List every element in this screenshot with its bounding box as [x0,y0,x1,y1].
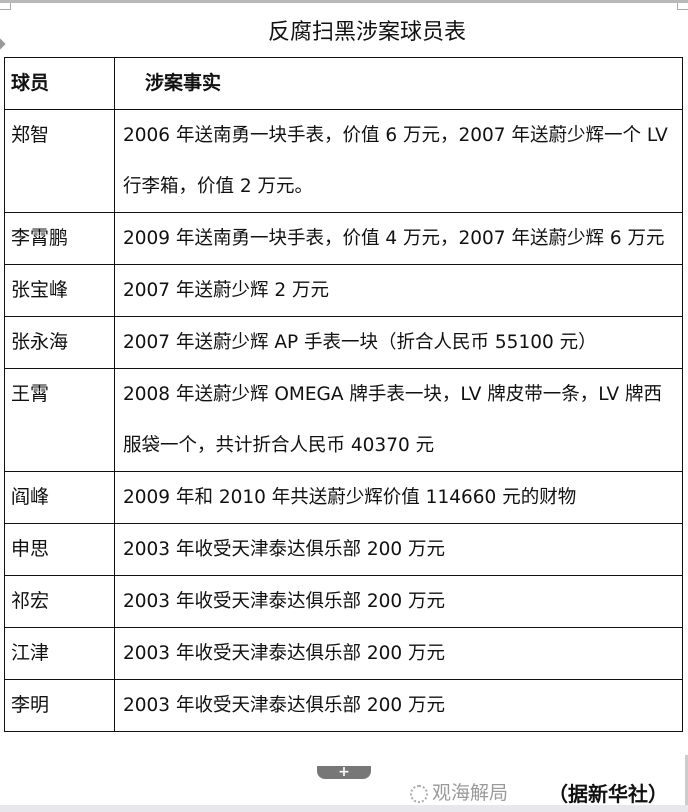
case-fact: 2003 年收受天津泰达俱乐部 200 万元 [114,575,683,628]
table-header-row: 球员 涉案事实 [4,57,683,110]
player-name: 王霄 [4,368,115,472]
table-row: 江津 2003 年收受天津泰达俱乐部 200 万元 [4,627,683,680]
table-row: 张永海 2007 年送蔚少辉 AP 手表一块（折合人民币 55100 元） [4,316,683,369]
player-name: 阎峰 [4,471,115,524]
case-fact: 2003 年收受天津泰达俱乐部 200 万元 [114,679,683,732]
table-row: 李霄鹏 2009 年送南勇一块手表，价值 4 万元，2007 年送蔚少辉 6 万元 [4,212,683,265]
table-row: 张宝峰 2007 年送蔚少辉 2 万元 [4,264,683,317]
players-table: 球员 涉案事实 郑智 2006 年送南勇一块手表，价值 6 万元，2007 年送蔚… [4,57,683,732]
case-fact: 2009 年送南勇一块手表，价值 4 万元，2007 年送蔚少辉 6 万元 [114,212,683,265]
player-name: 郑智 [4,109,115,213]
table-row: 申思 2003 年收受天津泰达俱乐部 200 万元 [4,523,683,576]
case-fact: 2008 年送蔚少辉 OMEGA 牌手表一块，LV 牌皮带一条，LV 牌西服袋一… [114,368,683,472]
player-name: 江津 [4,627,115,680]
table-row: 祁宏 2003 年收受天津泰达俱乐部 200 万元 [4,575,683,628]
source-credit: （据新华社） [548,782,668,806]
player-name: 李霄鹏 [4,212,115,265]
player-name: 申思 [4,523,115,576]
wechat-icon [410,784,428,803]
watermark-text: 观海解局 [432,782,509,804]
header-fact: 涉案事实 [114,57,683,110]
table-row: 阎峰 2009 年和 2010 年共送蔚少辉价值 114660 元的财物 [4,471,683,524]
player-name: 张永海 [4,316,115,369]
player-name: 祁宏 [4,575,115,628]
header-player: 球员 [4,57,115,110]
scrollbar[interactable] [685,755,688,805]
player-name: 李明 [4,679,115,732]
table-row: 郑智 2006 年送南勇一块手表，价值 6 万元，2007 年送蔚少辉一个 LV … [4,109,683,213]
case-fact: 2003 年收受天津泰达俱乐部 200 万元 [114,523,683,576]
editor-bottom-bar [0,805,688,812]
table-row: 李明 2003 年收受天津泰达俱乐部 200 万元 [4,679,683,732]
case-fact: 2003 年收受天津泰达俱乐部 200 万元 [114,627,683,680]
table-row: 王霄 2008 年送蔚少辉 OMEGA 牌手表一块，LV 牌皮带一条，LV 牌西服… [4,368,683,472]
page-corner-mark [0,3,11,10]
player-name: 张宝峰 [4,264,115,317]
document-title: 反腐扫黑涉案球员表 [267,20,466,45]
page-corner-mark [677,3,688,10]
case-fact: 2009 年和 2010 年共送蔚少辉价值 114660 元的财物 [114,471,683,524]
watermark: 观海解局 [410,778,508,805]
case-fact: 2007 年送蔚少辉 2 万元 [114,264,683,317]
editor-top-border [0,0,688,3]
case-fact: 2006 年送南勇一块手表，价值 6 万元，2007 年送蔚少辉一个 LV 行李… [114,109,683,213]
add-row-button[interactable]: + [317,765,371,779]
case-fact: 2007 年送蔚少辉 AP 手表一块（折合人民币 55100 元） [114,316,683,369]
